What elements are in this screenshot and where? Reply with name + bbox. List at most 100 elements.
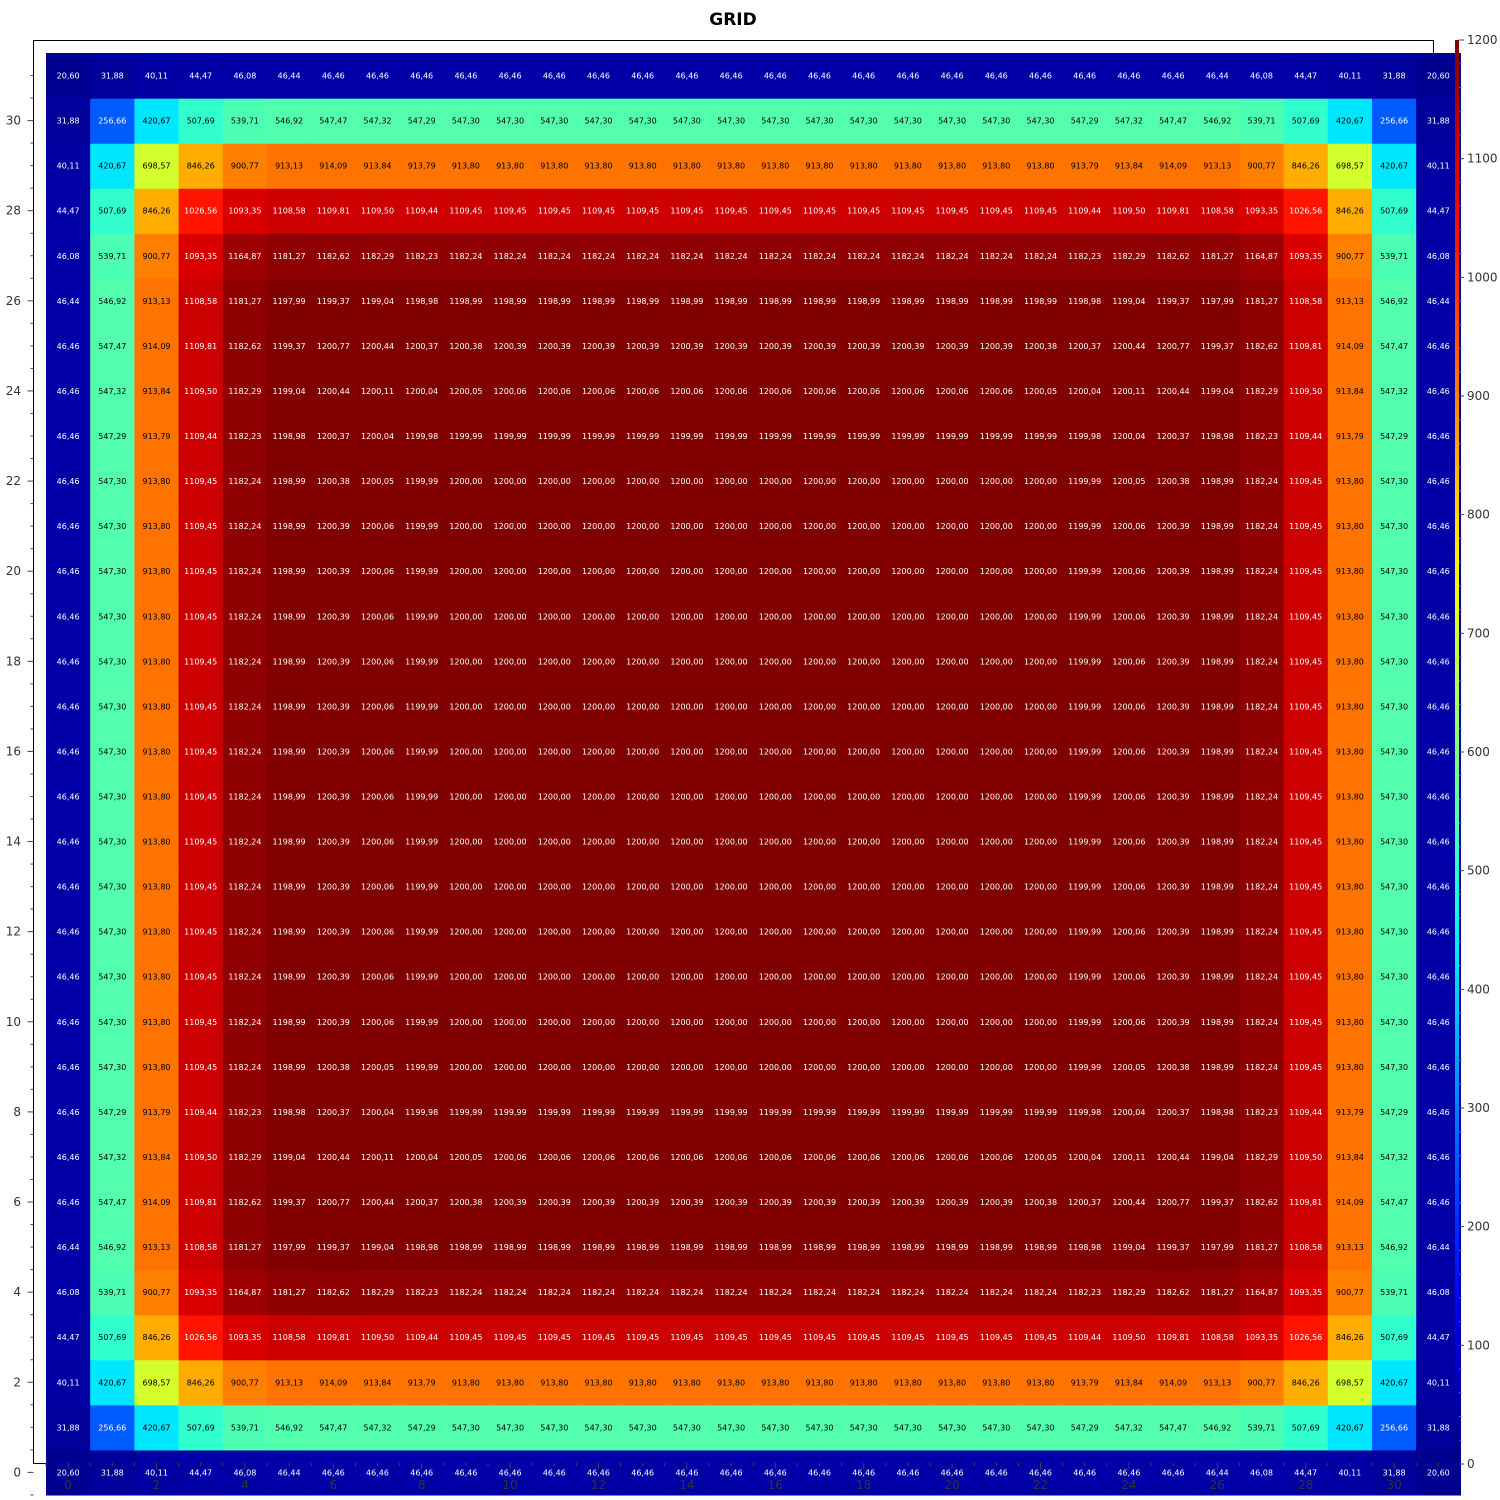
heatmap-cell [46, 278, 91, 324]
heatmap-cell [664, 638, 710, 685]
heatmap-cell [1062, 683, 1108, 730]
heatmap-cell [1327, 143, 1373, 189]
cell-value-label: 1200,00 [936, 657, 969, 666]
heatmap-cell [178, 1224, 224, 1271]
cell-value-label: 1200,00 [582, 567, 615, 576]
heatmap-cell [974, 683, 1019, 730]
cell-value-label: 1164,87 [1245, 252, 1278, 261]
heatmap-cell [178, 593, 224, 640]
heatmap-cell [753, 864, 798, 910]
cell-value-label: 1200,39 [538, 1198, 571, 1207]
cell-value-label: 1109,81 [317, 207, 350, 216]
heatmap-cell [311, 233, 356, 279]
heatmap-cell [90, 188, 135, 234]
cell-value-label: 1200,06 [1112, 612, 1145, 621]
cell-value-label: 1199,99 [405, 747, 438, 756]
cell-value-label: 547,30 [1380, 747, 1408, 756]
heatmap-cell [399, 98, 445, 144]
heatmap-cell [1372, 143, 1417, 189]
cell-value-label: 539,71 [1380, 1288, 1408, 1297]
cell-value-label: 44,47 [189, 1468, 212, 1477]
heatmap-cell [267, 638, 312, 685]
cell-value-label: 698,57 [143, 1378, 171, 1387]
heatmap-cell [1106, 773, 1152, 820]
cell-value-label: 1182,24 [494, 252, 527, 261]
heatmap-cell [90, 1404, 135, 1451]
heatmap-cell [532, 278, 577, 324]
heatmap-cell [620, 638, 666, 685]
cell-value-label: 1182,24 [228, 973, 261, 982]
heatmap-cell [311, 1269, 356, 1316]
heatmap-cell [1106, 233, 1152, 279]
cell-value-label: 547,32 [1380, 387, 1408, 396]
heatmap-cell [709, 503, 754, 550]
heatmap-cell [488, 683, 533, 730]
cell-value-label: 913,79 [408, 1378, 436, 1387]
cell-value-label: 1200,00 [759, 792, 792, 801]
heatmap-cell [443, 548, 489, 595]
cell-value-label: 1182,24 [1245, 657, 1278, 666]
heatmap-cell [1106, 188, 1152, 234]
cell-value-label: 913,13 [275, 162, 303, 171]
cell-value-label: 44,47 [189, 72, 212, 81]
cell-value-label: 1200,00 [670, 928, 703, 937]
cell-value-label: 1200,00 [980, 928, 1013, 937]
cell-value-label: 1200,00 [582, 883, 615, 892]
cell-value-label: 913,80 [761, 1378, 789, 1387]
cell-value-label: 1181,27 [1245, 1243, 1278, 1252]
cell-value-label: 1109,45 [184, 702, 217, 711]
cell-value-label: 1200,39 [1157, 883, 1190, 892]
cell-value-label: 1200,00 [538, 522, 571, 531]
heatmap-cell [488, 1179, 533, 1226]
heatmap-cell [974, 1179, 1019, 1226]
heatmap-cell [267, 1314, 312, 1361]
cell-value-label: 1199,98 [405, 1108, 438, 1117]
cell-value-label: 1182,24 [1245, 702, 1278, 711]
cell-value-label: 1200,39 [317, 612, 350, 621]
heatmap-cell [178, 1269, 224, 1316]
heatmap-cell [709, 728, 754, 775]
cell-value-label: 1200,06 [670, 387, 703, 396]
cell-value-label: 1200,37 [317, 1108, 350, 1117]
cell-value-label: 1200,44 [1112, 342, 1145, 351]
heatmap-cell [46, 413, 91, 460]
heatmap-cell [841, 1269, 887, 1316]
cell-value-label: 1200,00 [759, 522, 792, 531]
heatmap-cell [797, 593, 843, 640]
cell-value-label: 1198,99 [891, 1243, 924, 1252]
heatmap-cell [488, 53, 533, 99]
heatmap-cell [1195, 728, 1240, 775]
heatmap-cell [1416, 98, 1461, 144]
heatmap-cell [753, 1314, 798, 1361]
cell-value-label: 1200,38 [449, 1198, 482, 1207]
cell-value-label: 1199,99 [670, 1108, 703, 1117]
heatmap-cell [930, 53, 975, 99]
heatmap-cell [134, 143, 180, 189]
cell-value-label: 913,80 [496, 162, 524, 171]
heatmap-cell [267, 1089, 312, 1136]
heatmap-cell [576, 728, 622, 775]
cell-value-label: 1198,99 [273, 838, 306, 847]
cell-value-label: 547,30 [629, 1423, 657, 1432]
cell-value-label: 1200,05 [361, 1063, 394, 1072]
heatmap-cell [1195, 278, 1240, 324]
cell-value-label: 1200,00 [449, 1018, 482, 1027]
heatmap-cell [443, 1359, 489, 1406]
cell-value-label: 1200,44 [317, 387, 350, 396]
cell-value-label: 1200,05 [361, 477, 394, 486]
cell-value-label: 1200,00 [936, 522, 969, 531]
cell-value-label: 1093,35 [1289, 252, 1322, 261]
heatmap-cell [1283, 999, 1329, 1045]
heatmap-cell [1283, 1044, 1329, 1090]
cell-value-label: 913,80 [496, 1378, 524, 1387]
heatmap-cell [46, 954, 91, 1000]
cell-value-label: 1200,39 [759, 342, 792, 351]
cell-value-label: 547,29 [408, 117, 436, 126]
heatmap-cell [1018, 1134, 1064, 1181]
cell-value-label: 1198,99 [980, 297, 1013, 306]
cell-value-label: 1200,39 [1157, 522, 1190, 531]
heatmap-cell [1283, 909, 1329, 955]
cell-value-label: 1198,99 [273, 477, 306, 486]
cell-value-label: 1200,06 [1112, 657, 1145, 666]
heatmap-cell [1327, 638, 1373, 685]
